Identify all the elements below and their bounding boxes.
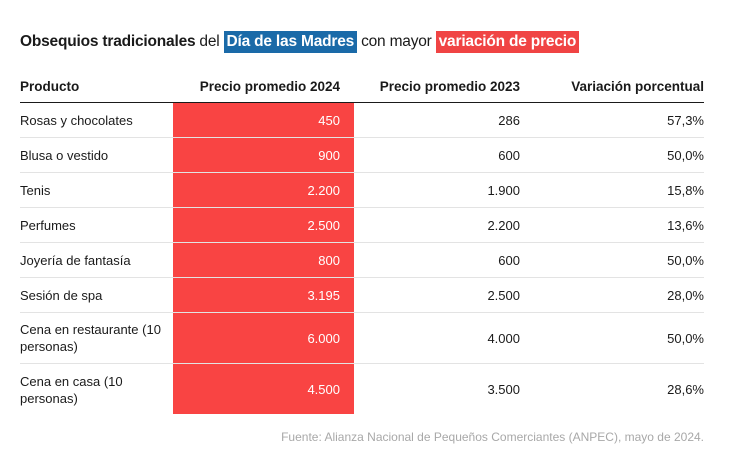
highlighted-column-background [173, 103, 354, 414]
title-part-2: del [199, 33, 220, 50]
cell-variacion: 28,6% [667, 382, 704, 397]
cell-precio-2024: 450 [318, 112, 340, 128]
cell-precio-2024: 800 [318, 252, 340, 268]
table-row: Joyería de fantasía 800 600 50,0% [20, 243, 704, 278]
cell-precio-2024: 3.195 [307, 287, 340, 303]
cell-producto: Joyería de fantasía [20, 252, 131, 268]
table-row: Tenis 2.200 1.900 15,8% [20, 173, 704, 208]
cell-variacion: 50,0% [667, 147, 704, 163]
cell-precio-2024: 4.500 [307, 382, 340, 397]
title-part-4: con mayor [361, 33, 432, 50]
cell-precio-2023: 2.200 [487, 217, 520, 233]
cell-precio-2024: 2.200 [307, 182, 340, 198]
header-precio-2023: Precio promedio 2023 [379, 78, 520, 94]
cell-precio-2023: 1.900 [487, 182, 520, 198]
cell-precio-2023: 3.500 [487, 382, 520, 397]
cell-producto: Cena en restaurante (10 personas) [20, 322, 161, 354]
header-variacion: Variación porcentual [571, 78, 704, 94]
cell-variacion: 15,8% [667, 182, 704, 198]
title-highlight-blue: Día de las Madres [223, 31, 358, 53]
table-header: Producto Precio promedio 2024 Precio pro… [20, 70, 704, 103]
cell-variacion: 28,0% [667, 287, 704, 303]
table-row: Cena en restaurante (10 personas) 6.000 4.… [20, 313, 704, 364]
table-row: Sesión de spa 3.195 2.500 28,0% [20, 278, 704, 313]
header-producto: Producto [20, 78, 80, 94]
cell-precio-2023: 600 [498, 252, 520, 268]
header-precio-2024: Precio promedio 2024 [199, 78, 340, 94]
cell-producto: Sesión de spa [20, 287, 103, 303]
cell-producto: Perfumes [20, 217, 76, 233]
cell-precio-2024: 2.500 [307, 217, 340, 233]
chart-title: Obsequios tradicionales del Día de las M… [20, 30, 580, 54]
title-part-1: Obsequios tradicionales [20, 33, 196, 50]
cell-precio-2023: 286 [498, 112, 520, 128]
cell-producto: Rosas y chocolates [20, 112, 133, 128]
cell-variacion: 50,0% [667, 330, 704, 346]
cell-precio-2024: 900 [318, 147, 340, 163]
cell-variacion: 50,0% [667, 252, 704, 268]
table-row: Blusa o vestido 900 600 50,0% [20, 138, 704, 173]
table-row: Cena en casa (10 personas) 4.500 3.500 28,6… [20, 364, 704, 415]
cell-precio-2023: 2.500 [487, 287, 520, 303]
cell-precio-2024: 6.000 [307, 330, 340, 346]
cell-precio-2023: 600 [498, 147, 520, 163]
table-row: Perfumes 2.500 2.200 13,6% [20, 208, 704, 243]
cell-producto: Blusa o vestido [20, 147, 109, 163]
source-note: Fuente: Alianza Nacional de Pequeños Com… [281, 430, 704, 444]
cell-precio-2023: 4.000 [487, 330, 520, 346]
cell-producto: Cena en casa (10 personas) [20, 373, 123, 406]
title-highlight-red: variación de precio [435, 31, 580, 53]
table-row: Rosas y chocolates 450 286 57,3% [20, 103, 704, 138]
cell-variacion: 57,3% [667, 112, 704, 128]
cell-variacion: 13,6% [667, 217, 704, 233]
cell-producto: Tenis [20, 182, 51, 198]
